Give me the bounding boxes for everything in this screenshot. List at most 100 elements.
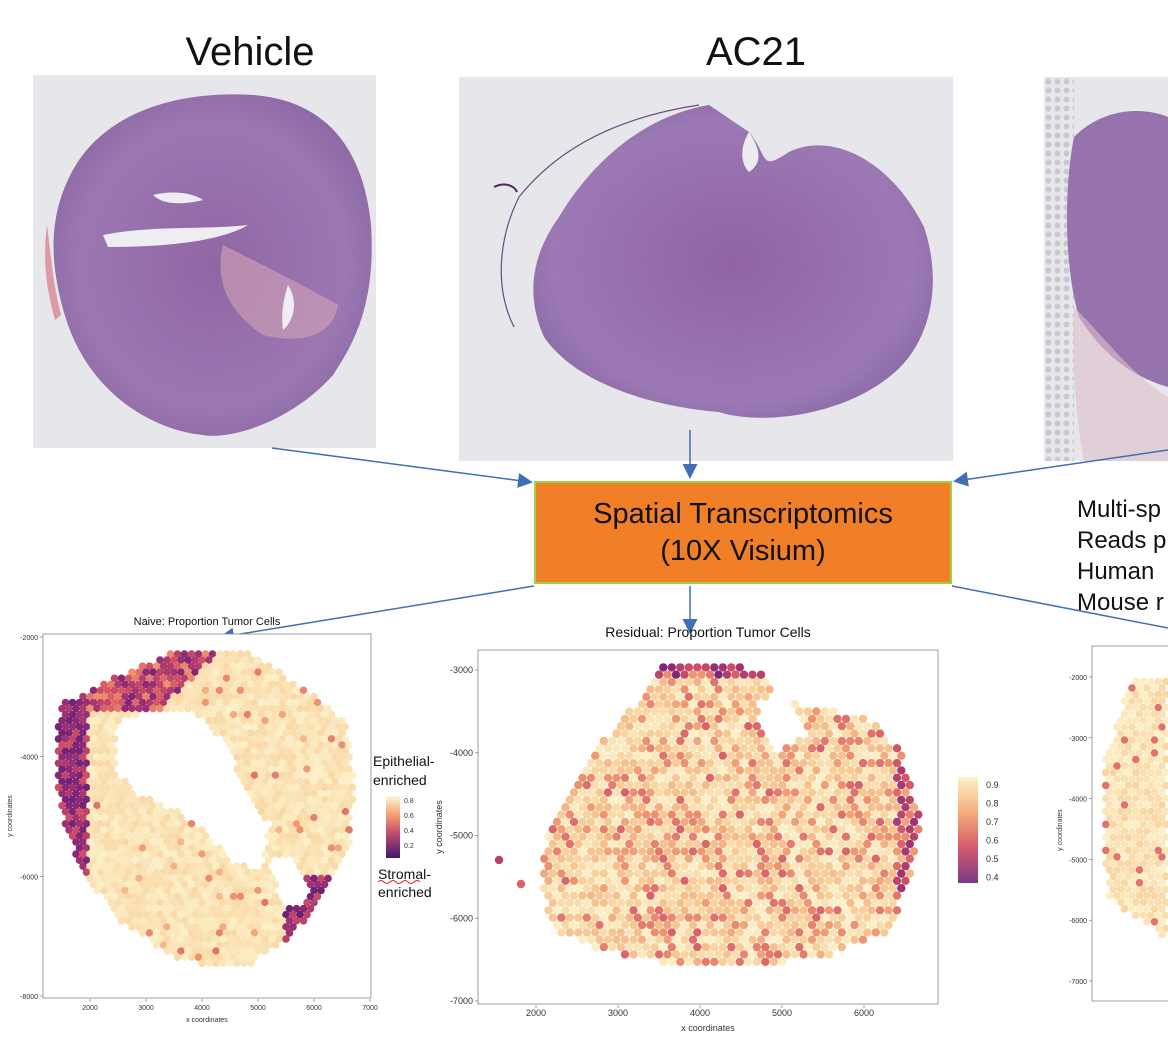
spot bbox=[247, 959, 255, 967]
spot bbox=[1105, 801, 1114, 809]
spot bbox=[807, 729, 817, 738]
spot bbox=[727, 957, 736, 966]
box-line-2: (10X Visium) bbox=[660, 534, 826, 567]
spot bbox=[306, 698, 315, 707]
spot bbox=[128, 838, 136, 846]
spot bbox=[103, 686, 112, 695]
spot bbox=[306, 868, 315, 877]
spot bbox=[829, 780, 838, 790]
spot bbox=[671, 950, 681, 959]
spot bbox=[1105, 840, 1114, 848]
spot bbox=[773, 876, 783, 885]
spot bbox=[701, 839, 710, 849]
spot bbox=[135, 850, 143, 858]
spot bbox=[761, 751, 770, 760]
spot bbox=[620, 950, 630, 959]
spot bbox=[710, 751, 719, 760]
spot bbox=[313, 698, 322, 707]
spot bbox=[198, 838, 206, 846]
spot bbox=[142, 838, 150, 846]
spot bbox=[222, 710, 231, 719]
spot bbox=[680, 935, 689, 944]
spot bbox=[282, 838, 290, 846]
spot bbox=[722, 670, 732, 679]
spot bbox=[166, 880, 175, 889]
spot bbox=[145, 662, 154, 670]
spot bbox=[829, 928, 838, 937]
spot bbox=[650, 692, 659, 701]
spot bbox=[901, 847, 910, 856]
spot bbox=[243, 771, 252, 780]
spot bbox=[557, 898, 566, 908]
spot bbox=[1139, 833, 1148, 842]
spot bbox=[173, 929, 182, 937]
spot bbox=[247, 753, 255, 761]
spot bbox=[697, 950, 706, 959]
spot bbox=[790, 744, 800, 753]
spot bbox=[110, 674, 119, 683]
spot bbox=[731, 788, 740, 797]
spot bbox=[1162, 703, 1168, 712]
spot bbox=[650, 722, 659, 731]
spot bbox=[313, 747, 322, 755]
spot bbox=[795, 736, 804, 746]
spot bbox=[769, 928, 778, 937]
legend-epithelial-1: Epithelial- bbox=[373, 753, 435, 769]
spot bbox=[173, 832, 182, 840]
spot bbox=[261, 947, 269, 955]
spot bbox=[338, 716, 346, 725]
spot bbox=[884, 817, 893, 827]
naive-plot: Naive: Proportion Tumor Cells 2000 3000 40… bbox=[7, 616, 435, 1024]
spot bbox=[299, 795, 308, 804]
spot bbox=[296, 777, 304, 786]
spot bbox=[303, 862, 311, 870]
spot bbox=[841, 832, 851, 841]
spot bbox=[285, 929, 294, 937]
spot bbox=[663, 891, 672, 900]
spot bbox=[837, 722, 846, 731]
spot bbox=[184, 680, 192, 689]
spot bbox=[671, 744, 681, 753]
spot bbox=[299, 759, 308, 767]
spot bbox=[82, 735, 91, 743]
spot bbox=[722, 788, 732, 797]
y-tick-label: -2000 bbox=[20, 635, 38, 642]
spot bbox=[799, 817, 808, 827]
spot bbox=[786, 825, 795, 834]
spot bbox=[1135, 697, 1144, 705]
spot bbox=[275, 753, 283, 761]
spot bbox=[226, 656, 234, 664]
spot bbox=[306, 820, 315, 828]
spot bbox=[327, 807, 336, 816]
spot bbox=[769, 825, 778, 834]
spot bbox=[173, 674, 182, 683]
spot bbox=[1162, 768, 1168, 777]
spot bbox=[812, 854, 821, 863]
spot bbox=[752, 884, 761, 893]
spot bbox=[875, 832, 885, 841]
spot bbox=[897, 795, 906, 805]
spot bbox=[782, 803, 791, 812]
spot bbox=[187, 917, 196, 925]
spot bbox=[875, 803, 885, 812]
spot bbox=[1143, 775, 1151, 783]
spot bbox=[829, 825, 838, 834]
spot bbox=[58, 729, 66, 737]
naive-colorbar-tick: 0.4 bbox=[404, 828, 414, 835]
spot bbox=[739, 920, 749, 930]
spot bbox=[89, 759, 98, 767]
spot bbox=[128, 874, 136, 883]
spot bbox=[833, 729, 842, 738]
spot bbox=[744, 913, 753, 922]
spot bbox=[303, 826, 311, 834]
spot bbox=[654, 847, 664, 856]
spot bbox=[142, 850, 150, 858]
spot bbox=[833, 920, 842, 930]
spot bbox=[212, 668, 220, 676]
spot bbox=[1128, 905, 1136, 913]
spot bbox=[327, 759, 336, 767]
spot bbox=[548, 869, 557, 878]
spot bbox=[646, 861, 655, 871]
spot bbox=[114, 704, 122, 713]
spot bbox=[149, 874, 157, 883]
